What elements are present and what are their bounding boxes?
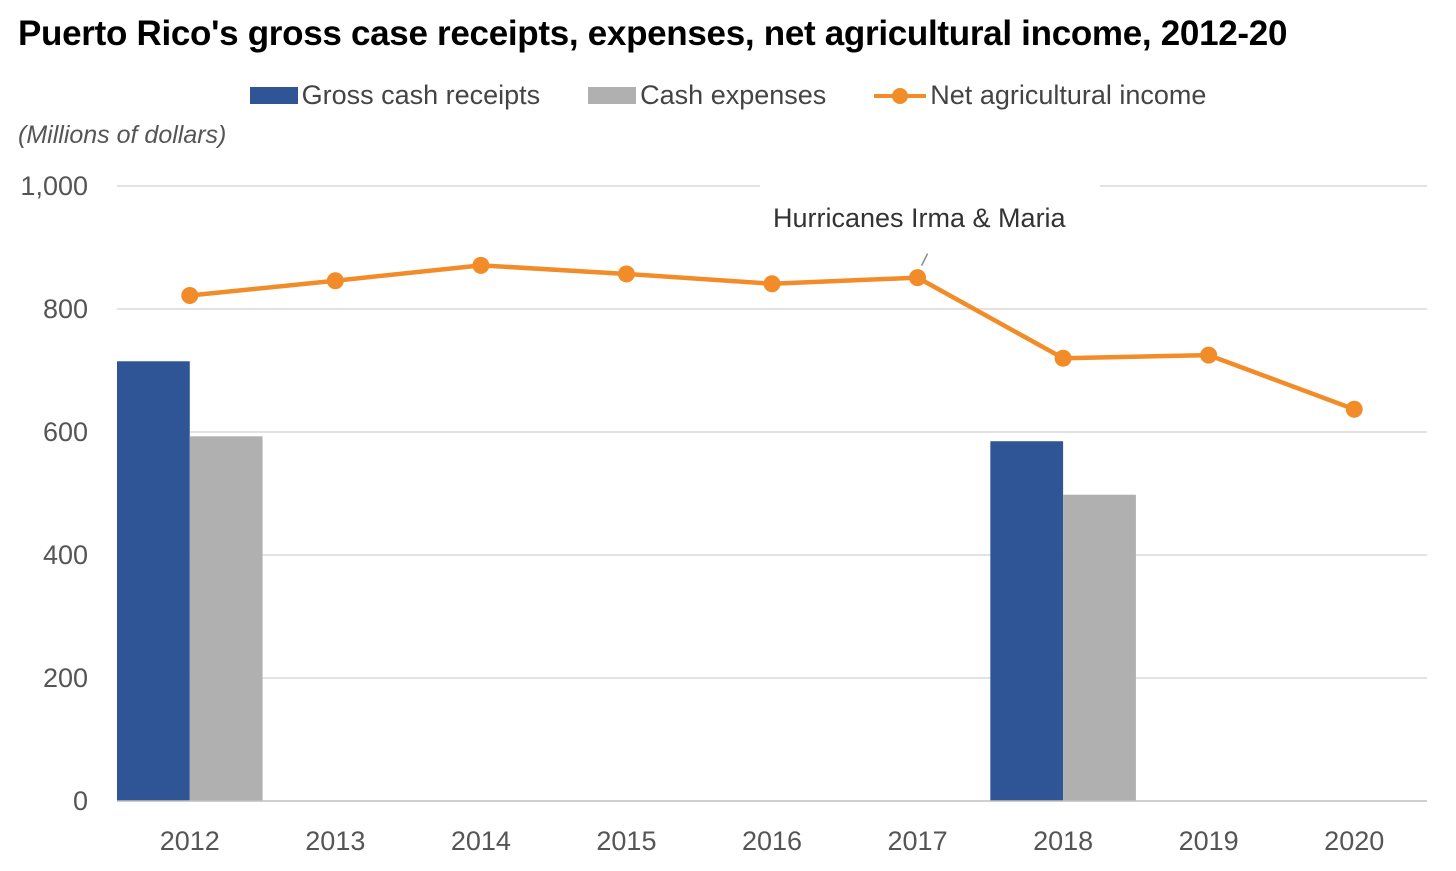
annotation-label: Hurricanes Irma & Maria [773, 203, 1067, 233]
legend-swatch-net-agricultural-income [874, 86, 927, 106]
chart-title: Puerto Rico's gross case receipts, expen… [18, 14, 1288, 53]
y-tick-label: 0 [73, 786, 88, 816]
data-point [181, 286, 199, 304]
data-point [472, 256, 490, 274]
x-tick-label: 2017 [888, 826, 948, 856]
data-point [1345, 400, 1363, 418]
data-point [909, 269, 927, 287]
data-point [1200, 346, 1218, 364]
x-tick-label: 2014 [451, 826, 511, 856]
legend-label-gross-cash-receipts: Gross cash receipts [301, 80, 541, 110]
legend-item-gross-cash-receipts: Gross cash receipts [249, 80, 541, 111]
legend-swatch-cash-expenses [588, 87, 637, 104]
x-tick-label: 2012 [160, 826, 220, 856]
y-tick-label: 800 [43, 294, 88, 324]
data-point [1054, 349, 1072, 367]
data-point [763, 275, 781, 293]
annotation-leader-line [920, 253, 929, 266]
x-tick-label: 2015 [596, 826, 656, 856]
y-tick-label: 400 [43, 540, 88, 570]
bar [990, 441, 1064, 801]
legend-item-cash-expenses: Cash expenses [588, 80, 826, 111]
bar [189, 436, 263, 801]
legend-label-cash-expenses: Cash expenses [640, 80, 827, 110]
x-tick-label: 2020 [1324, 826, 1384, 856]
data-point [617, 265, 635, 283]
bar [1063, 494, 1136, 801]
legend-swatch-gross-cash-receipts [249, 87, 298, 104]
annotation-backdrop [760, 178, 1100, 198]
legend: Gross cash receipts Cash expenses Net ag… [0, 80, 1456, 111]
y-axis-unit-label: (Millions of dollars) [18, 121, 227, 149]
x-tick-label: 2019 [1179, 826, 1239, 856]
x-tick-label: 2018 [1033, 826, 1093, 856]
x-tick-label: 2016 [742, 826, 802, 856]
bar [117, 361, 190, 801]
y-tick-label: 1,000 [20, 171, 88, 201]
legend-label-net-agricultural-income: Net agricultural income [930, 80, 1207, 110]
y-tick-label: 200 [43, 663, 88, 693]
legend-item-net-agricultural-income: Net agricultural income [874, 80, 1206, 111]
y-tick-label: 600 [43, 417, 88, 447]
data-point [326, 272, 344, 290]
x-tick-label: 2013 [305, 826, 365, 856]
